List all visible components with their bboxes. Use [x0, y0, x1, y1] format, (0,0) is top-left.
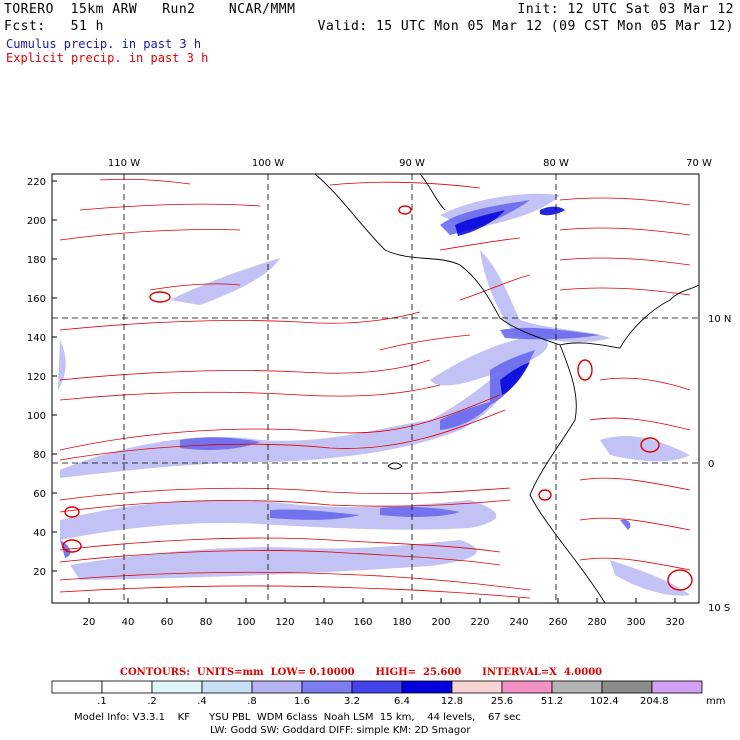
x-tick: 180	[392, 617, 411, 628]
precip-field	[52, 174, 699, 603]
y-tick: 140	[27, 333, 46, 344]
x-tick: 120	[275, 617, 294, 628]
contours-info: CONTOURS: UNITS=mm LOW= 0.10000 HIGH= 25…	[120, 667, 603, 678]
x-tick-marks	[88, 598, 676, 603]
colorbar-swatch	[301, 680, 353, 694]
y-tick: 100	[27, 411, 46, 422]
legend-cumulus: Cumulus precip. in past 3 h	[6, 37, 202, 51]
x-tick: 160	[353, 617, 372, 628]
lon-label-90w: 90 W	[399, 158, 425, 169]
colorbar-swatch	[51, 680, 103, 694]
y-tick: 220	[27, 177, 46, 188]
colorbar-label: 102.4	[590, 696, 619, 707]
x-tick: 20	[83, 617, 96, 628]
colorbar-label: 51.2	[540, 696, 564, 707]
x-tick: 240	[509, 617, 528, 628]
valid-time: Valid: 15 UTC Mon 05 Mar 12 (09 CST Mon …	[317, 19, 734, 34]
lon-labels: 110 W 100 W 90 W 80 W 70 W	[108, 158, 712, 169]
y-tick-marks	[52, 180, 57, 572]
plot-background	[52, 174, 699, 603]
y-tick: 40	[33, 528, 46, 539]
lat-labels: 10 N 0 10 S	[708, 314, 731, 614]
y-tick: 200	[27, 216, 46, 227]
x-tick: 200	[431, 617, 450, 628]
x-tick: 300	[626, 617, 645, 628]
x-tick: 140	[314, 617, 333, 628]
forecast-hour: Fcst: 51 h	[4, 19, 104, 34]
colorbar-unit: mm	[706, 696, 726, 707]
colorbar-swatch	[401, 680, 453, 694]
model-info-line2: LW: Godd SW: Goddard DIFF: simple KM: 2D…	[210, 725, 471, 736]
y-tick: 20	[33, 567, 46, 578]
colorbar-label: .2	[147, 696, 157, 707]
lon-label-110w: 110 W	[108, 158, 140, 169]
x-ticks: 20 40 60 80 100 120 140 160 180 200 220 …	[83, 617, 685, 628]
colorbar-swatch	[351, 680, 403, 694]
colorbar-label: 6.4	[394, 696, 410, 707]
y-tick: 180	[27, 255, 46, 266]
init-time: Init: 12 UTC Sat 03 Mar 12	[517, 2, 734, 17]
x-tick: 280	[587, 617, 606, 628]
x-tick: 80	[200, 617, 213, 628]
colorbar-label: .1	[97, 696, 107, 707]
y-tick: 80	[33, 450, 46, 461]
header-title: TORERO 15km ARW Run2 NCAR/MMM	[4, 2, 296, 17]
colorbar-swatch	[201, 680, 253, 694]
plot-frame	[51, 173, 700, 604]
colorbar-swatch	[651, 680, 703, 694]
explicit-contours	[59, 178, 691, 599]
colorbar-swatch	[451, 680, 503, 694]
colorbar-swatch	[251, 680, 303, 694]
x-tick: 260	[548, 617, 567, 628]
lat-label-10s: 10 S	[708, 603, 730, 614]
x-tick: 100	[236, 617, 255, 628]
lat-label-10n: 10 N	[708, 314, 731, 325]
colorbar-swatch	[151, 680, 203, 694]
colorbar-swatch	[601, 680, 653, 694]
lon-label-70w: 70 W	[686, 158, 712, 169]
colorbar-label: .4	[197, 696, 207, 707]
y-ticks: 20 40 60 80 100 120 140 160 180 200 220	[27, 177, 46, 578]
cumulus-core	[455, 206, 565, 395]
colorbar-swatch	[551, 680, 603, 694]
lon-label-100w: 100 W	[252, 158, 284, 169]
x-tick: 60	[161, 617, 174, 628]
colorbar-swatch	[101, 680, 153, 694]
y-tick: 120	[27, 372, 46, 383]
coastline	[314, 174, 699, 603]
latlon-grid	[52, 174, 699, 603]
legend-explicit: Explicit precip. in past 3 h	[6, 51, 209, 65]
x-tick: 220	[470, 617, 489, 628]
colorbar-label: .8	[247, 696, 257, 707]
colorbar	[51, 680, 703, 694]
x-tick: 40	[122, 617, 135, 628]
colorbar-label: 204.8	[640, 696, 669, 707]
y-tick: 60	[33, 489, 46, 500]
explicit-rings	[62, 205, 693, 591]
y-tick: 160	[27, 294, 46, 305]
model-info-line1: Model Info: V3.3.1 KF YSU PBL WDM 6class…	[74, 712, 521, 723]
colorbar-label: 12.8	[440, 696, 464, 707]
colorbar-label: 1.6	[294, 696, 310, 707]
colorbar-label: 25.6	[490, 696, 514, 707]
lat-label-0: 0	[708, 459, 714, 470]
colorbar-swatch	[501, 680, 553, 694]
lon-label-80w: 80 W	[543, 158, 569, 169]
x-tick: 320	[665, 617, 684, 628]
colorbar-label: 3.2	[344, 696, 360, 707]
